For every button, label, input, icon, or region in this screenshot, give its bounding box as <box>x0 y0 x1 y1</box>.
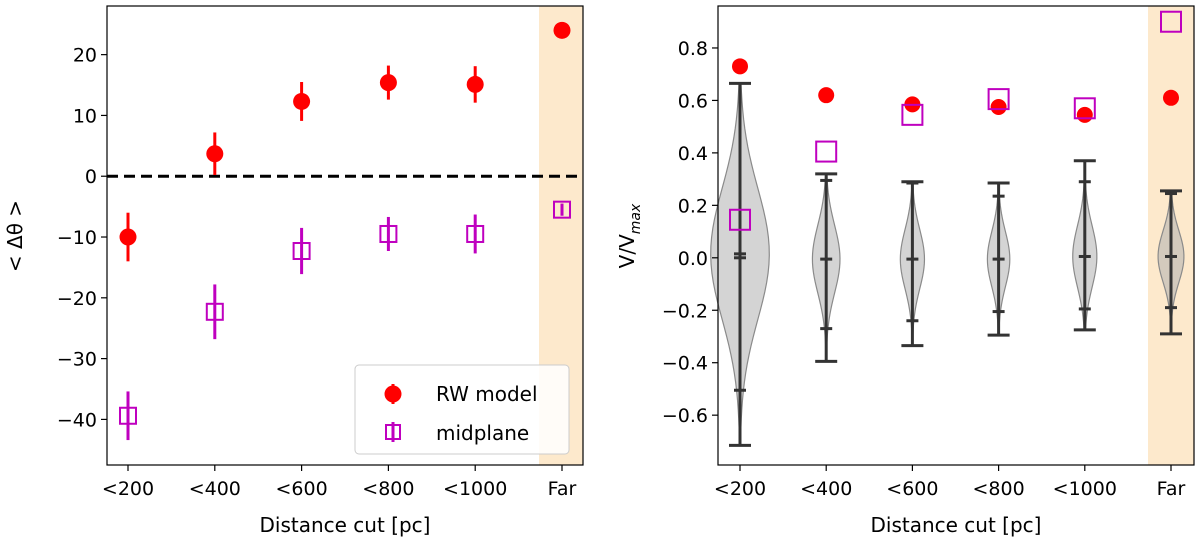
legend-label-midplane: midplane <box>436 421 529 445</box>
left-x-tick-label: <600 <box>276 478 328 500</box>
right-y-axis-title: V/Vmax <box>615 203 644 268</box>
left-y-tick-label: −20 <box>57 288 97 310</box>
right-data-marks <box>729 10 1182 231</box>
right-y-tick-label: 0.4 <box>678 143 708 165</box>
right-plot-area <box>718 6 1194 465</box>
right-y-ticks: −0.6 −0.4 −0.2 0.0 0.2 0.4 0.6 0.8 <box>662 38 718 427</box>
right-y-tick-label: 0.0 <box>678 248 708 270</box>
rw-model-point <box>732 58 748 75</box>
legend-marker-midplane <box>385 422 401 442</box>
left-y-tick-label: 10 <box>73 105 97 127</box>
right-y-tick-label: 0.6 <box>678 90 708 112</box>
midplane-point <box>729 208 751 231</box>
right-y-tick-label: 0.8 <box>678 38 708 60</box>
midplane-point <box>553 200 571 219</box>
midplane-point <box>1073 97 1096 120</box>
right-y-axis-title-main: V/V <box>615 234 639 268</box>
right-x-axis-title: Distance cut [pc] <box>871 513 1042 537</box>
right-x-tick-label: Far <box>1157 478 1186 500</box>
right-y-tick-label: −0.2 <box>662 300 708 322</box>
legend: RW model midplane <box>354 364 570 455</box>
left-axes-frame <box>106 5 584 466</box>
right-axes-frame <box>717 5 1195 466</box>
legend-marker-rw-model <box>384 384 402 404</box>
right-y-tick-label: −0.6 <box>662 405 708 427</box>
right-x-tick-label: <200 <box>714 478 766 500</box>
midplane-point <box>901 103 924 126</box>
left-y-axis-title: < Δθ > <box>3 200 27 272</box>
left-x-tick-label: <1000 <box>443 478 507 500</box>
left-y-tick-label: −10 <box>57 227 97 249</box>
left-x-tick-label: <400 <box>189 478 241 500</box>
left-x-tick-label: <800 <box>362 478 414 500</box>
left-y-tick-label: −30 <box>57 349 97 371</box>
rw-model-point <box>466 75 484 93</box>
midplane-point <box>987 88 1010 111</box>
right-y-tick-label: 0.2 <box>678 195 708 217</box>
left-y-tick-label: 20 <box>73 45 97 67</box>
left-x-axis-title: Distance cut [pc] <box>260 513 431 537</box>
left-y-tick-label: −40 <box>57 409 97 431</box>
right-x-ticks: <200 <400 <600 <800 <1000 Far <box>714 465 1186 500</box>
rw-model-point <box>119 228 137 246</box>
midplane-point <box>1160 10 1182 33</box>
midplane-point <box>466 224 485 243</box>
midplane-point <box>119 406 137 425</box>
right-x-tick-label: <600 <box>886 478 938 500</box>
legend-label-rw-model: RW model <box>436 382 538 406</box>
midplane-point <box>379 224 398 243</box>
rw-model-point <box>1163 89 1179 106</box>
right-y-tick-label: −0.4 <box>662 353 708 375</box>
right-x-tick-label: <400 <box>800 478 852 500</box>
right-x-tick-label: <800 <box>973 478 1025 500</box>
midplane-point <box>815 140 838 163</box>
left-y-ticks: −40 −30 −20 −10 0 10 20 <box>57 45 107 431</box>
rw-model-point <box>1076 106 1093 123</box>
left-x-tick-label: <200 <box>102 478 154 500</box>
rw-model-point <box>818 87 835 104</box>
rw-model-point <box>293 92 311 110</box>
left-y-tick-label: 0 <box>85 166 97 188</box>
right-y-axis-title-sub: max <box>628 203 644 234</box>
right-chart-panel: <200 <400 <600 <800 <1000 Far −0.6 −0.4 −0.2 0.0… <box>615 5 1195 537</box>
legend-frame <box>354 364 570 455</box>
rw-model-point <box>379 74 397 92</box>
rw-model-point <box>990 98 1007 115</box>
midplane-point <box>205 302 224 321</box>
left-data-marks <box>119 21 571 441</box>
right-violin-distributions <box>710 81 1185 447</box>
right-x-tick-label: <1000 <box>1053 478 1117 500</box>
left-x-tick-label: Far <box>548 478 577 500</box>
rw-model-point <box>206 145 224 163</box>
left-x-ticks: <200 <400 <600 <800 <1000 Far <box>102 465 577 500</box>
midplane-point <box>292 242 311 261</box>
left-chart-panel: <200 <400 <600 <800 <1000 Far −40 −30 −20 −10 0 10… <box>3 5 584 537</box>
rw-model-point <box>553 21 571 39</box>
